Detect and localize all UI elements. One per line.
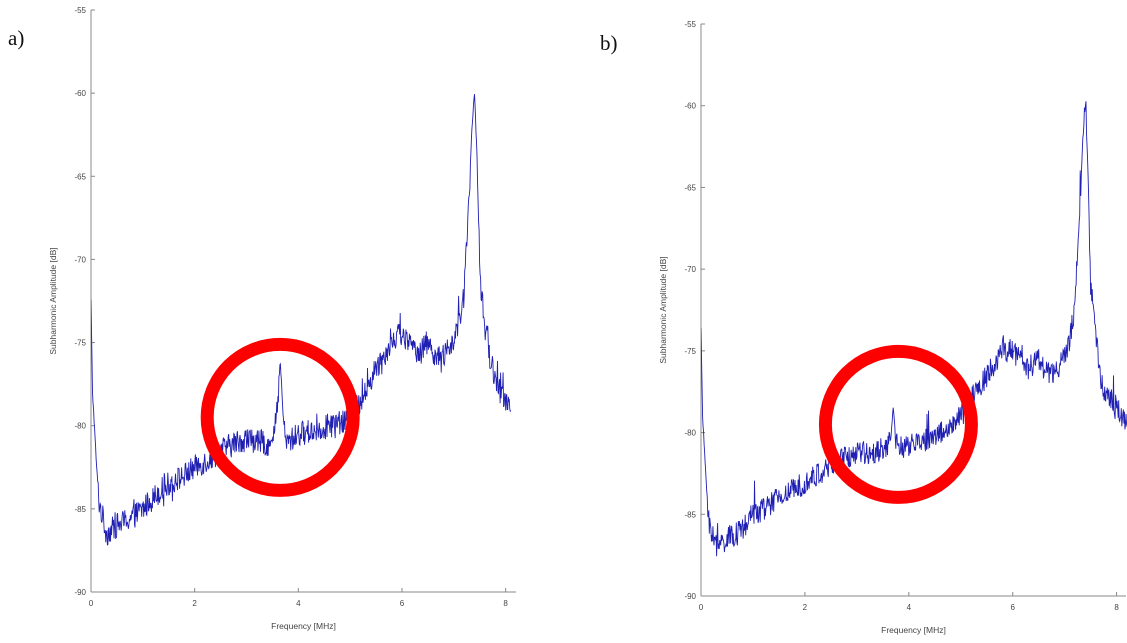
highlight-circle [818,344,978,504]
x-tick-label: 2 [803,603,808,612]
y-tick-label: -70 [74,255,86,264]
chart-a: -90 -85 -80 -75 -70 -65 -60 -55 0 2 4 6 8 Frequency [… [48,6,516,631]
x-tick-label: 8 [503,599,508,608]
y-tick-label: -60 [74,89,86,98]
x-tick-label: 0 [699,603,704,612]
y-tick-label: -90 [684,592,696,601]
spectrum-trace [701,101,1127,557]
x-tick-label: 2 [192,599,197,608]
y-tick-label: -75 [74,339,86,348]
x-axis-label: Frequency [MHz] [881,625,946,635]
y-tick-label: -85 [74,505,86,514]
x-tick-label: 4 [296,599,301,608]
y-tick-label: -80 [74,422,86,431]
highlight-circle [200,337,360,497]
y-axis-label: Subharmonic Amplitude [dB] [48,247,58,354]
spectrum-trace [91,94,512,546]
y-tick-label: -60 [684,102,696,111]
y-tick-label: -65 [684,183,696,192]
y-tick-label: -80 [684,429,696,438]
x-tick-label: 8 [1114,603,1119,612]
y-tick-label: -55 [684,20,696,29]
y-tick-label: -75 [684,347,696,356]
x-tick-label: 4 [907,603,912,612]
y-axis-label: Subharmonic Amplitude [dB] [658,256,668,363]
y-tick-label: -55 [74,6,86,15]
y-tick-label: -90 [74,588,86,597]
x-tick-label: 6 [1010,603,1015,612]
y-tick-label: -65 [74,172,86,181]
panel-label-a: a) [8,26,24,50]
panel-label-b: b) [600,31,618,55]
chart-b: -90 -85 -80 -75 -70 -65 -60 -55 0 2 4 6 8 Frequency [… [658,20,1127,635]
y-tick-label: -70 [684,265,696,274]
y-tick-label: -85 [684,510,696,519]
x-tick-label: 6 [400,599,405,608]
x-axis-label: Frequency [MHz] [271,621,336,631]
x-tick-label: 0 [89,599,94,608]
